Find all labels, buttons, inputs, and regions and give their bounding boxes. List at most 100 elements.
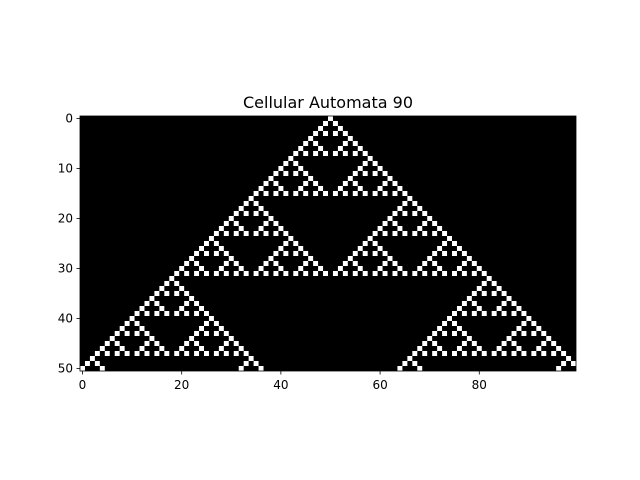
heatmap-cell xyxy=(402,191,408,196)
heatmap-cell xyxy=(511,351,517,356)
heatmap-cell xyxy=(417,266,423,271)
heatmap-cell xyxy=(213,231,219,236)
heatmap-cell xyxy=(323,121,328,126)
heatmap-cell xyxy=(367,156,373,161)
heatmap-cell xyxy=(303,261,309,266)
heatmap-cell xyxy=(452,241,457,246)
heatmap-cell xyxy=(139,346,145,351)
heatmap-cell xyxy=(337,146,343,151)
heatmap-cell xyxy=(362,171,368,176)
heatmap-cell xyxy=(134,311,140,316)
heatmap-cell xyxy=(253,211,259,216)
heatmap-cell xyxy=(432,251,438,256)
heatmap-cell xyxy=(184,291,190,296)
heatmap-cell xyxy=(114,341,120,346)
heatmap-cell xyxy=(184,341,190,346)
heatmap-cell xyxy=(352,261,358,266)
heatmap-cell xyxy=(194,341,200,346)
heatmap-cell xyxy=(437,246,443,251)
heatmap-cell xyxy=(213,271,219,276)
heatmap-cell xyxy=(392,261,398,266)
heatmap-cell xyxy=(318,186,324,191)
heatmap-cell xyxy=(452,251,457,256)
heatmap-cell xyxy=(491,351,497,356)
heatmap-cell xyxy=(501,351,507,356)
heatmap-cell xyxy=(258,206,264,211)
heatmap-cell xyxy=(352,151,358,156)
heatmap-cell xyxy=(208,236,214,241)
heatmap-cell xyxy=(174,281,180,286)
heatmap-cell xyxy=(164,291,170,296)
heatmap-cell xyxy=(129,316,135,321)
heatmap-cell xyxy=(422,211,428,216)
heatmap-cell xyxy=(377,186,383,191)
heatmap-cell xyxy=(516,306,522,311)
heatmap-cell xyxy=(253,361,259,366)
heatmap-cell xyxy=(124,321,130,326)
heatmap-cell xyxy=(218,266,224,271)
heatmap-cell xyxy=(233,351,239,356)
heatmap-cell xyxy=(273,191,279,196)
heatmap-cell xyxy=(377,166,383,171)
heatmap-cell xyxy=(313,271,319,276)
heatmap-cell xyxy=(189,256,195,261)
heatmap-cell xyxy=(278,226,284,231)
heatmap-cell xyxy=(114,331,120,336)
heatmap-cell xyxy=(342,151,348,156)
heatmap-cell xyxy=(337,266,343,271)
heatmap-cell xyxy=(417,206,423,211)
heatmap-cell xyxy=(412,361,418,366)
heatmap-cell xyxy=(422,231,428,236)
heatmap-cell xyxy=(159,286,165,291)
heatmap-cell xyxy=(471,301,477,306)
heatmap-cell xyxy=(318,266,324,271)
heatmap-cell xyxy=(397,266,403,271)
heatmap-cell xyxy=(347,136,353,141)
heatmap-cell xyxy=(461,251,467,256)
heatmap-cell xyxy=(99,366,105,371)
heatmap-cell xyxy=(174,271,180,276)
heatmap-cell xyxy=(243,351,249,356)
heatmap-cell xyxy=(501,311,507,316)
heatmap-cell xyxy=(273,261,279,266)
heatmap-cell xyxy=(372,241,378,246)
heatmap-cell xyxy=(263,261,269,266)
heatmap-cell xyxy=(561,351,567,356)
y-tick-label: 40 xyxy=(58,312,73,326)
heatmap-cell xyxy=(273,171,279,176)
heatmap-cell xyxy=(466,336,472,341)
heatmap-cell xyxy=(213,241,219,246)
heatmap-cell xyxy=(372,271,378,276)
heatmap-cell xyxy=(536,346,542,351)
heatmap-cell xyxy=(342,131,348,136)
heatmap-cell xyxy=(546,336,552,341)
heatmap-cell xyxy=(268,216,274,221)
heatmap-cell xyxy=(199,246,204,251)
heatmap-cell xyxy=(382,171,388,176)
heatmap-cell xyxy=(248,356,254,361)
heatmap-cell xyxy=(298,146,304,151)
heatmap-cell xyxy=(288,156,294,161)
heatmap-cell xyxy=(486,276,492,281)
heatmap-cell xyxy=(352,181,358,186)
heatmap-cell xyxy=(298,166,304,171)
heatmap-cell xyxy=(213,321,219,326)
heatmap-cell xyxy=(303,151,309,156)
heatmap-cell xyxy=(481,291,487,296)
heatmap-cell xyxy=(313,131,319,136)
heatmap-cell xyxy=(139,306,145,311)
heatmap-cell xyxy=(516,326,522,331)
heatmap-cell xyxy=(159,306,165,311)
heatmap-cell xyxy=(442,231,448,236)
heatmap-cell xyxy=(109,336,115,341)
heatmap-cell xyxy=(194,251,200,256)
heatmap-cell xyxy=(362,151,368,156)
heatmap-cell xyxy=(228,256,234,261)
heatmap-cell xyxy=(194,351,200,356)
heatmap-cell xyxy=(293,151,299,156)
heatmap-cell xyxy=(422,351,428,356)
heatmap-cell xyxy=(233,211,239,216)
heatmap-cell xyxy=(263,221,269,226)
heatmap-cell xyxy=(164,311,170,316)
x-tick-label: 0 xyxy=(79,378,87,392)
